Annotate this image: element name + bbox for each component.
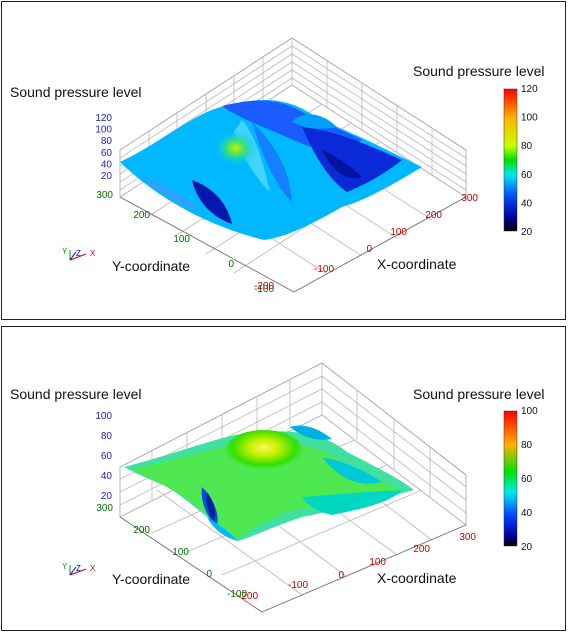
x-tick-label: 0 [338, 570, 344, 581]
svg-text:X: X [90, 564, 96, 573]
x-tick-label: -200 [254, 281, 274, 292]
x-axis-label: X-coordinate [377, 256, 457, 272]
y-tick-label: -100 [227, 589, 247, 600]
colorbar-title: Sound pressure level [413, 386, 545, 402]
z-tick-label: 100 [95, 411, 112, 422]
x-tick-label: 300 [459, 532, 476, 543]
colorbar-tick-label: 80 [521, 440, 533, 451]
y-tick-label: 300 [96, 190, 113, 201]
z-axis-label: Sound pressure level [10, 84, 142, 100]
colorbar [503, 88, 518, 232]
z-tick-label: 80 [101, 136, 113, 147]
z-tick-label: 60 [101, 451, 113, 462]
colorbar-tick-label: 120 [521, 84, 538, 95]
y-tick-label: 0 [206, 569, 212, 580]
colorbar-tick-label: 80 [521, 141, 533, 152]
surface-chart-bottom: 100 80 60 40 20 100 80 60 40 20 300 200 100 0 -100 -… [62, 362, 538, 613]
colorbar-tick-label: 60 [521, 170, 533, 181]
colorbar-tick-label: 40 [521, 198, 533, 209]
y-tick-label: 300 [96, 503, 113, 514]
z-tick-label: 40 [101, 471, 113, 482]
z-tick-label: 80 [101, 431, 113, 442]
svg-text:Y: Y [62, 562, 68, 571]
x-tick-label: -200 [238, 591, 258, 602]
sound-pressure-surface [120, 99, 422, 240]
x-tick-label: 300 [461, 193, 478, 204]
colorbar-tick-label: 60 [521, 474, 533, 485]
y-axis-label: Y-coordinate [112, 258, 191, 274]
x-tick-label: 200 [425, 210, 442, 221]
y-tick-label: 0 [228, 259, 234, 270]
y-tick-label: -100 [254, 284, 274, 295]
z-tick-label: 100 [95, 125, 112, 136]
colorbar-tick-label: 20 [521, 227, 533, 238]
svg-text:X: X [90, 249, 96, 258]
colorbar [503, 410, 518, 547]
colorbar-title: Sound pressure level [413, 63, 545, 79]
colorbar-tick-label: 100 [521, 113, 538, 124]
z-tick-label: 20 [101, 171, 113, 182]
axis-indicator-icon: Y Z X [62, 562, 96, 576]
colorbar-tick-label: 40 [521, 508, 533, 519]
x-tick-label: -100 [314, 264, 334, 275]
x-tick-label: 100 [369, 557, 386, 568]
x-tick-label: -100 [288, 580, 308, 591]
x-tick-label: 200 [413, 544, 430, 555]
y-tick-label: 100 [173, 234, 190, 245]
y-axis-label: Y-coordinate [112, 571, 191, 587]
z-tick-label: 60 [101, 148, 113, 159]
x-tick-label: 0 [366, 244, 372, 255]
y-tick-label: 200 [133, 210, 150, 221]
colorbar-tick-label: 100 [521, 406, 538, 417]
chart-panel-bottom: 100 80 60 40 20 100 80 60 40 20 300 200 100 0 -100 -… [1, 326, 566, 631]
z-tick-label: 120 [95, 113, 112, 124]
svg-text:Z: Z [76, 249, 81, 258]
z-axis-label: Sound pressure level [10, 386, 142, 402]
y-tick-label: 100 [172, 547, 189, 558]
x-axis-label: X-coordinate [377, 570, 457, 586]
chart-panel-top: 120 100 80 60 40 20 120 100 80 60 40 20 300 200 100 0… [1, 1, 566, 320]
axis-indicator-icon: Y Z X [62, 247, 96, 261]
svg-text:Y: Y [62, 247, 68, 256]
z-tick-label: 20 [101, 491, 113, 502]
z-tick-label: 40 [101, 159, 113, 170]
colorbar-tick-label: 20 [521, 542, 533, 553]
svg-text:Z: Z [76, 564, 81, 573]
x-tick-label: 100 [390, 227, 407, 238]
sound-pressure-surface [124, 425, 414, 541]
y-tick-label: 200 [133, 525, 150, 536]
